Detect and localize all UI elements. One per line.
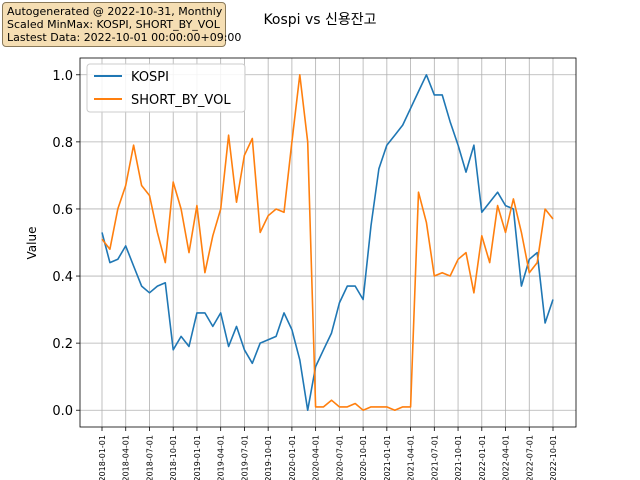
legend-box <box>86 63 246 113</box>
info-line-2: Scaled MinMax: KOSPI, SHORT_BY_VOL <box>7 18 220 31</box>
x-tick-label: 2019-01-01 <box>193 435 202 480</box>
axes: 0.0 0.2 0.4 0.6 0.8 1.0 2018-01-01 2018-04-01 20… <box>52 57 577 480</box>
info-line-3: Lastest Data: 2022-10-01 00:00:00+09:00 <box>7 31 242 44</box>
x-tick-label: 2022-04-01 <box>502 435 511 480</box>
info-box: Autogenerated @ 2022-10-31, Monthly Scal… <box>2 2 242 47</box>
grid-lines <box>80 58 576 427</box>
x-tick-label: 2021-01-01 <box>383 435 392 480</box>
x-tick-label: 2020-01-01 <box>288 435 297 480</box>
y-tick-label: 0.2 <box>52 337 73 352</box>
plot-frame <box>79 57 577 428</box>
x-tick-label: 2020-07-01 <box>335 435 344 480</box>
series-line-short-by-vol <box>101 74 554 412</box>
x-tick-label: 2020-10-01 <box>359 435 368 480</box>
x-tick-label: 2021-07-01 <box>430 435 439 480</box>
x-tick-label: 2018-04-01 <box>122 435 131 480</box>
y-tick-label: 0.8 <box>52 136 73 151</box>
x-tick-label: 2019-04-01 <box>217 435 226 480</box>
y-axis-label: Value <box>25 227 39 260</box>
y-tick-label: 1.0 <box>52 69 73 84</box>
x-tick-label: 2020-04-01 <box>312 435 321 480</box>
legend-label: KOSPI <box>131 70 169 85</box>
y-tick-label: 0.6 <box>52 203 73 218</box>
x-tick-label: 2022-10-01 <box>549 435 558 480</box>
x-tick-label: 2019-07-01 <box>240 435 249 480</box>
x-tick-label: 2022-07-01 <box>525 435 534 480</box>
info-line-1: Autogenerated @ 2022-10-31, Monthly <box>7 5 223 18</box>
series-line-kospi <box>101 74 554 412</box>
x-tick-label: 2018-01-01 <box>98 435 107 480</box>
chart-title: Kospi vs 신용잔고 <box>263 12 376 28</box>
y-tick-label: 0.4 <box>52 270 73 285</box>
x-tick-label: 2022-01-01 <box>478 435 487 480</box>
x-tick-label: 2019-10-01 <box>264 435 273 480</box>
x-tick-label: 2018-07-01 <box>145 435 154 480</box>
x-tick-label: 2018-10-01 <box>169 435 178 480</box>
x-tick-label: 2021-04-01 <box>407 435 416 480</box>
x-tick-label: 2021-10-01 <box>454 435 463 480</box>
series-lines <box>101 74 554 412</box>
y-tick-label: 0.0 <box>52 404 73 419</box>
legend-label: SHORT_BY_VOL <box>131 93 231 108</box>
legend[interactable]: KOSPI SHORT_BY_VOL <box>86 63 246 113</box>
